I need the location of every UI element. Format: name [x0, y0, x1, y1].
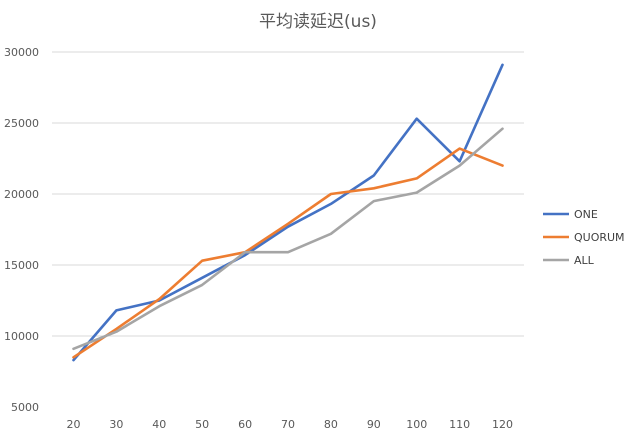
chart-title: 平均读延迟(us): [259, 12, 377, 32]
legend-label-all: ALL: [574, 254, 595, 267]
x-tick-label: 120: [492, 418, 513, 431]
y-tick-label: 10000: [4, 330, 39, 343]
x-tick-label: 90: [367, 418, 381, 431]
x-tick-label: 70: [281, 418, 295, 431]
y-axis-ticks: 5000 10000 15000 20000 25000 30000: [4, 46, 39, 414]
series-line-quorum: [72, 147, 504, 359]
y-tick-label: 30000: [4, 46, 39, 59]
series-line-one: [72, 63, 504, 362]
gridlines: [52, 51, 524, 337]
y-tick-label: 5000: [11, 401, 39, 414]
y-tick-label: 15000: [4, 259, 39, 272]
x-tick-label: 100: [406, 418, 427, 431]
series-lines: [72, 63, 504, 362]
x-tick-label: 20: [66, 418, 80, 431]
legend-label-quorum: QUORUM: [574, 231, 625, 244]
x-tick-label: 80: [324, 418, 338, 431]
y-tick-label: 20000: [4, 188, 39, 201]
x-tick-label: 40: [152, 418, 166, 431]
x-tick-label: 30: [109, 418, 123, 431]
x-tick-label: 110: [449, 418, 470, 431]
legend-label-one: ONE: [574, 208, 598, 221]
series-line-all: [72, 127, 504, 351]
y-tick-label: 25000: [4, 117, 39, 130]
x-tick-label: 60: [238, 418, 252, 431]
legend: ONE QUORUM ALL: [543, 208, 625, 267]
x-tick-label: 50: [195, 418, 209, 431]
x-axis-ticks: 20 30 40 50 60 70 80 90 100 110 120: [66, 418, 513, 431]
